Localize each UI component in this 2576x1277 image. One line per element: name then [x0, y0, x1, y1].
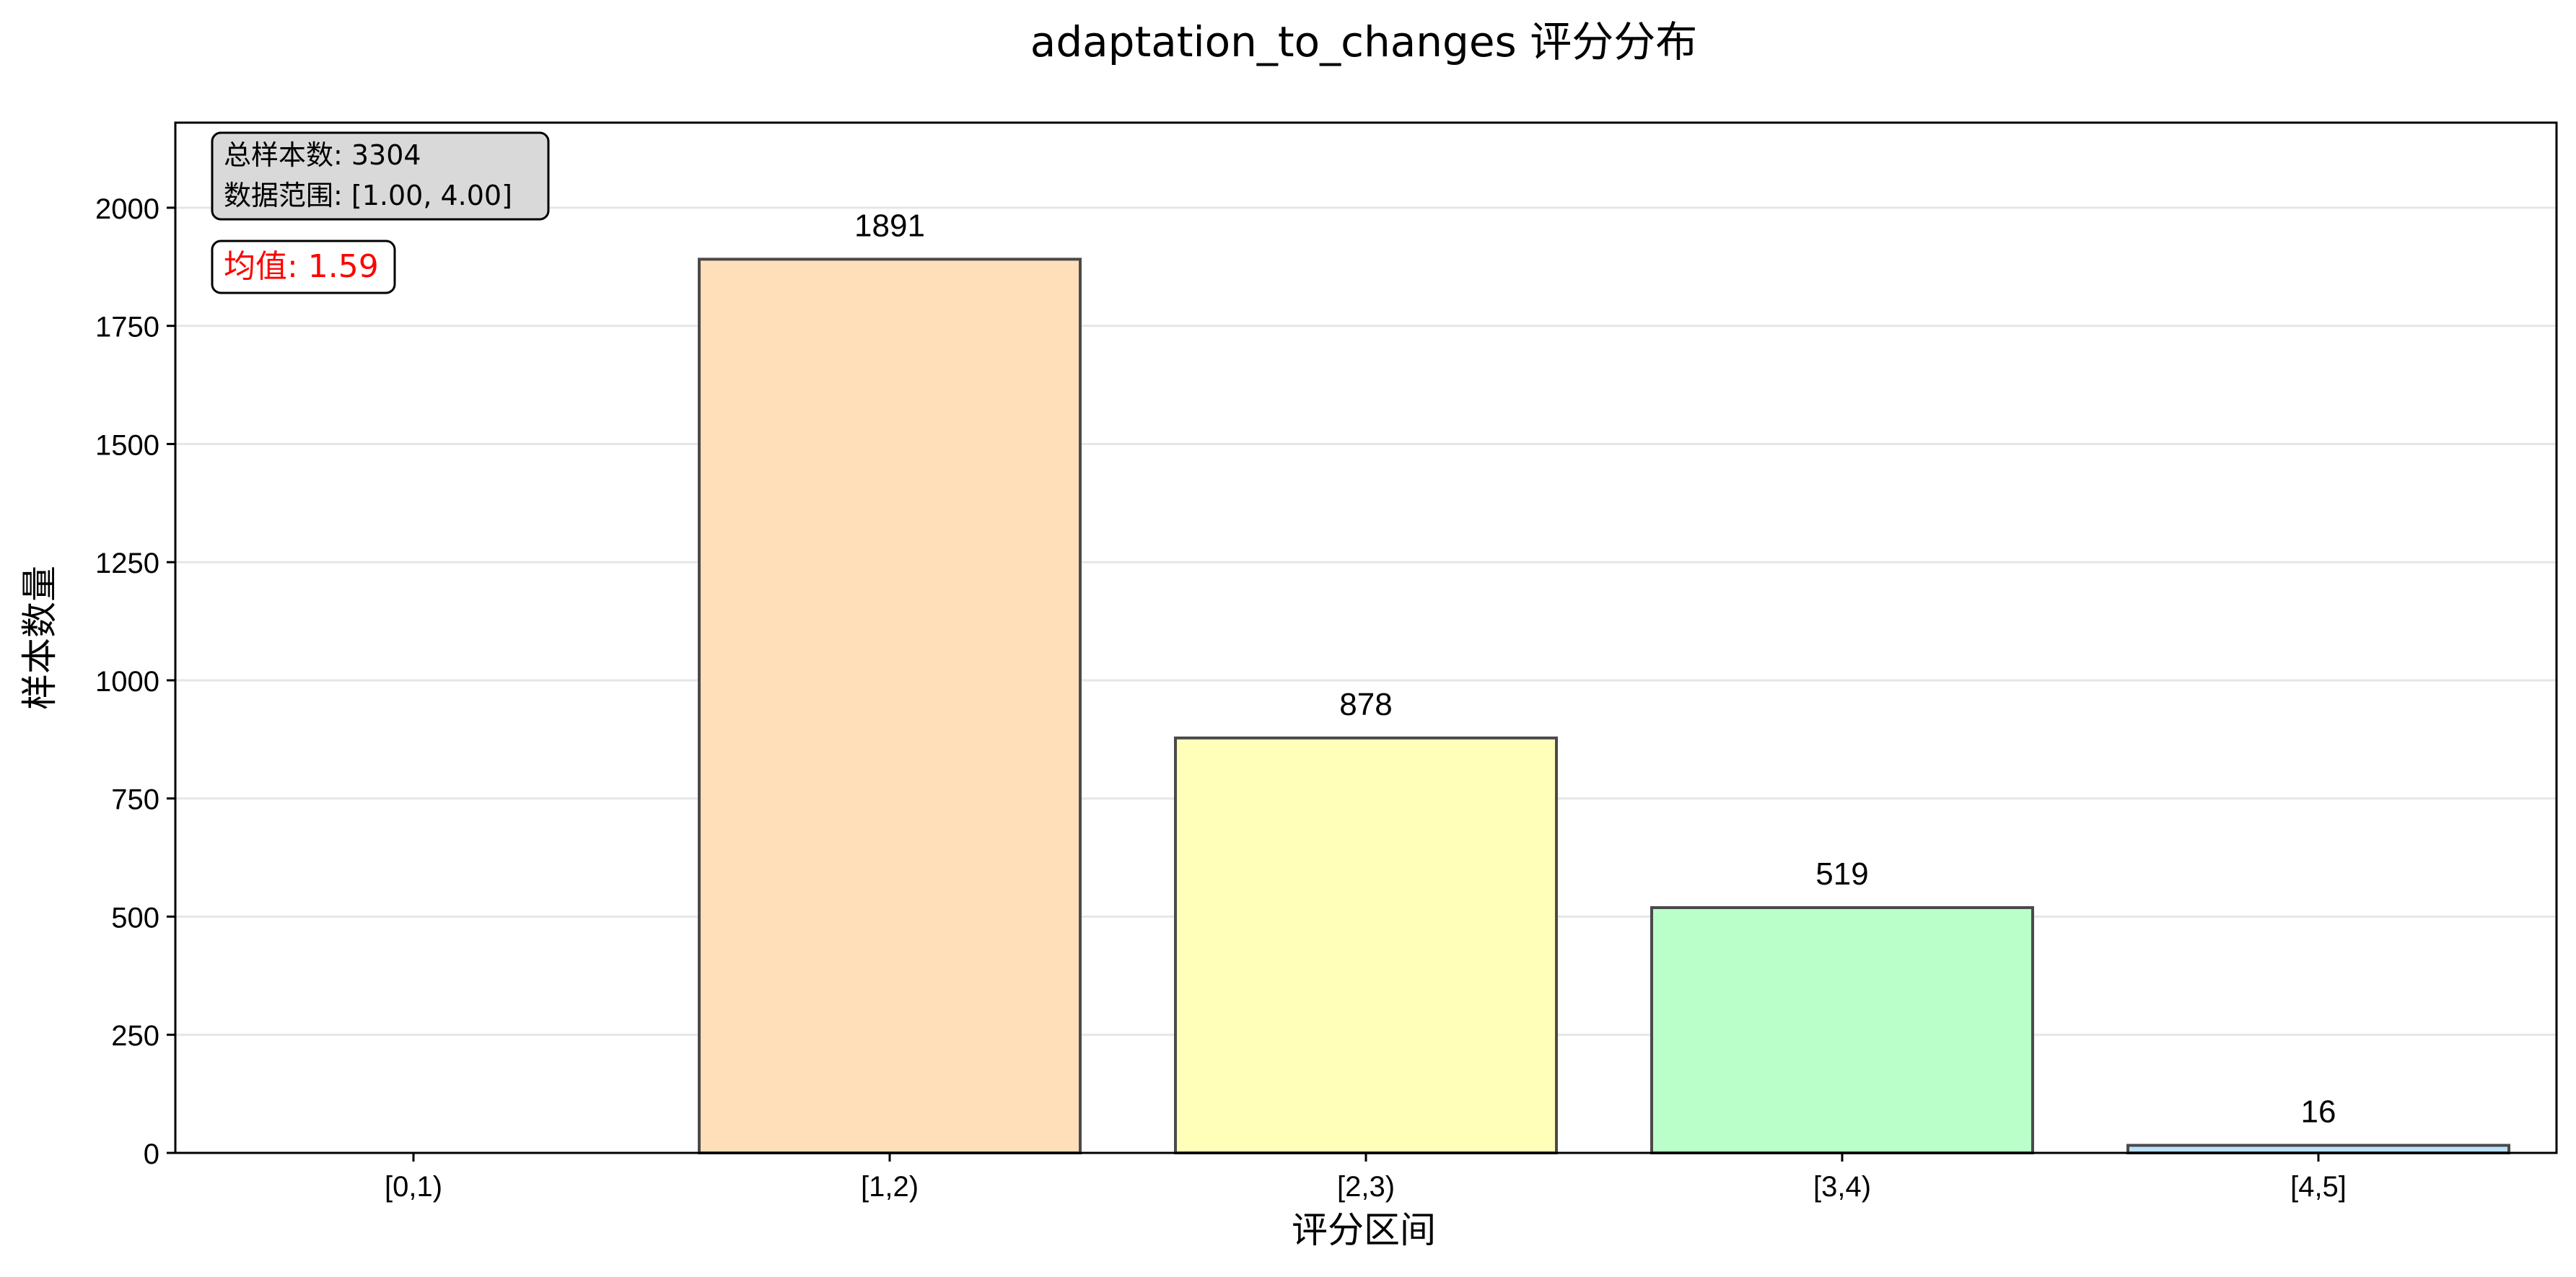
- mean-box-background: [211, 240, 396, 294]
- bar-value-label: 519: [1815, 856, 1868, 892]
- y-tick-label: 250: [111, 1020, 159, 1052]
- mean-box: 均值: 1.59: [211, 240, 396, 294]
- bar-value-label: 878: [1339, 687, 1392, 722]
- y-axis-ticks: 0 250 500 750 1000 1250 1500 1750 2000: [95, 193, 175, 1170]
- bars: [698, 258, 2510, 1155]
- x-tick-label: [2,3): [1337, 1171, 1395, 1203]
- bar-1: [698, 258, 1082, 1155]
- bar-4: [2126, 1144, 2510, 1155]
- x-tick-label: [0,1): [385, 1171, 442, 1203]
- y-tick-label: 1500: [95, 429, 159, 461]
- x-tick-label: [1,2): [861, 1171, 919, 1203]
- info-data-range: 数据范围: [1.00, 4.00]: [224, 180, 512, 211]
- info-total-samples: 总样本数: 3304: [224, 139, 421, 171]
- y-tick-label: 500: [111, 902, 159, 934]
- bar-3: [1650, 906, 2034, 1155]
- y-axis-label: 样本数量: [19, 566, 61, 710]
- chart-title: adaptation_to_changes 评分分布: [1030, 17, 1697, 66]
- x-axis-label: 评分区间: [1292, 1209, 1436, 1251]
- y-tick-label: 2000: [95, 193, 159, 225]
- bar-value-labels: 1891 878 519 16: [854, 208, 2336, 1129]
- y-tick-label: 1750: [95, 312, 159, 343]
- info-box: 总样本数: 3304 数据范围: [1.00, 4.00]: [211, 131, 550, 221]
- y-tick-label: 750: [111, 784, 159, 816]
- y-tick-label: 1000: [95, 666, 159, 698]
- info-box-background: [211, 131, 550, 221]
- bar-value-label: 16: [2301, 1094, 2336, 1130]
- bar-value-label: 1891: [854, 208, 925, 243]
- x-tick-label: [3,4): [1813, 1171, 1871, 1203]
- bar-2: [1174, 736, 1558, 1154]
- mean-label: 均值: 1.59: [224, 248, 379, 285]
- y-tick-label: 1250: [95, 548, 159, 579]
- x-tick-label: [4,5]: [2290, 1171, 2347, 1203]
- y-tick-label: 0: [144, 1138, 159, 1170]
- x-axis-ticks: [0,1) [1,2) [2,3) [3,4) [4,5]: [385, 1153, 2347, 1203]
